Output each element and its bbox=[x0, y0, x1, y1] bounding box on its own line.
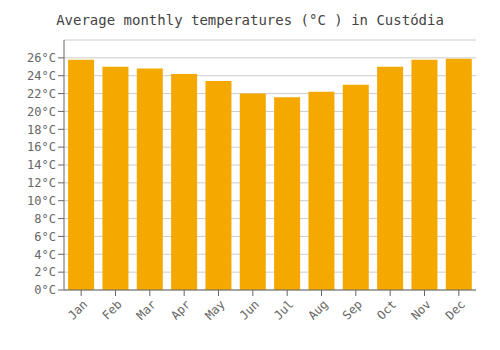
svg-text:14°C: 14°C bbox=[27, 158, 56, 172]
svg-text:Nov: Nov bbox=[408, 297, 433, 322]
svg-text:6°C: 6°C bbox=[34, 230, 56, 244]
svg-text:20°C: 20°C bbox=[27, 105, 56, 119]
svg-text:Aug: Aug bbox=[305, 297, 330, 322]
svg-text:2°C: 2°C bbox=[34, 265, 56, 279]
svg-text:18°C: 18°C bbox=[27, 123, 56, 137]
svg-text:Jul: Jul bbox=[271, 297, 296, 322]
svg-text:Apr: Apr bbox=[168, 297, 193, 322]
svg-text:Feb: Feb bbox=[99, 297, 124, 322]
svg-text:Oct: Oct bbox=[374, 297, 399, 322]
svg-text:4°C: 4°C bbox=[34, 248, 56, 262]
svg-text:26°C: 26°C bbox=[27, 51, 56, 65]
svg-text:Jun: Jun bbox=[237, 297, 262, 322]
svg-text:Mar: Mar bbox=[134, 297, 159, 322]
svg-text:8°C: 8°C bbox=[34, 212, 56, 226]
svg-text:12°C: 12°C bbox=[27, 176, 56, 190]
svg-text:10°C: 10°C bbox=[27, 194, 56, 208]
svg-text:22°C: 22°C bbox=[27, 87, 56, 101]
html-text:Average monthly temperatures (: Average monthly temperatures (°C ) in Cu… bbox=[56, 12, 444, 28]
svg-text:May: May bbox=[202, 297, 227, 322]
svg-text:Sep: Sep bbox=[340, 297, 365, 322]
svg-text:24°C: 24°C bbox=[27, 69, 56, 83]
svg-text:0°C: 0°C bbox=[34, 283, 56, 297]
svg-text:16°C: 16°C bbox=[27, 140, 56, 154]
svg-text:Jan: Jan bbox=[65, 297, 90, 322]
svg-text:Dec: Dec bbox=[443, 297, 468, 322]
